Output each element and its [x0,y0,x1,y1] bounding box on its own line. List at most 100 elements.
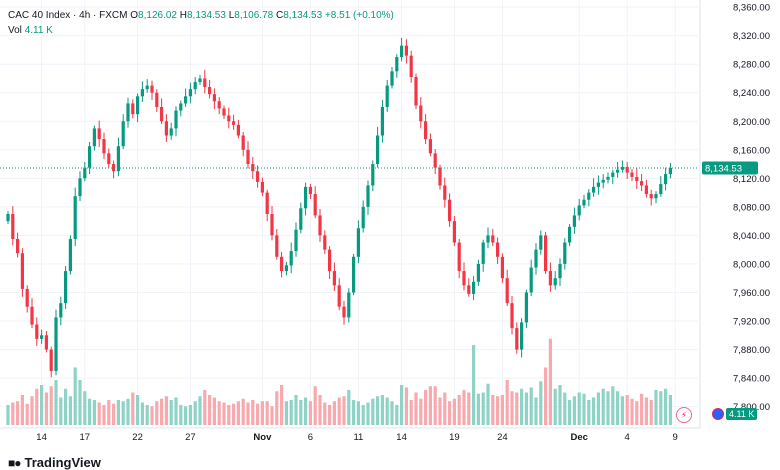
volume-bar [524,392,528,425]
vol-key[interactable]: Vol [8,25,22,36]
candle-body [64,271,68,304]
candle-body [620,166,624,170]
volume-bar [361,405,365,425]
candle-body [323,235,327,250]
candle-body [424,121,428,140]
candle-body [635,176,639,182]
lightning-icon[interactable]: ⚡ [676,407,692,423]
candle-body [472,281,476,294]
volume-bar [6,405,10,425]
open-key: O [130,10,139,21]
volume-bar [112,403,116,425]
volume-bar [616,391,620,425]
volume-bar [16,401,20,425]
price-tick-label: 8,320.00 [733,31,770,42]
candle-body [577,205,581,216]
volume-bar [534,397,538,425]
candle-body [6,214,10,222]
volume-indicator-icon [712,408,724,420]
volume-bar [179,405,183,425]
candle-body [308,186,312,195]
volume-bar [280,385,284,425]
volume-bar [145,405,149,425]
volume-bar [241,398,245,425]
volume-bar [203,390,207,425]
volume-bar [136,395,140,425]
price-tick-label: 7,960.00 [733,288,770,299]
time-axis[interactable]: 14 17 22 27 Nov 6 11 14 19 24 Dec 4 9 [36,432,678,443]
volume-bars [6,338,672,425]
candle-body [313,194,317,216]
volume-bar [457,395,461,425]
volume-bar [572,396,576,425]
volume-bar [539,381,543,425]
candle-body [582,199,586,206]
volume-bar [64,388,68,425]
tradingview-logo-icon: ■● [8,455,21,470]
volume-bar [92,400,96,425]
candle-body [587,192,591,200]
price-tick-label: 8,040.00 [733,231,770,242]
volume-bar [428,386,432,425]
volume-bar [486,383,490,425]
candle-body [150,85,154,93]
volume-bar [529,387,533,425]
volume-bar [500,395,504,425]
candle-body [318,215,322,236]
volume-bar [587,400,591,425]
candle-body [68,238,72,272]
volume-bar [198,396,202,425]
candle-body [328,249,332,272]
tradingview-logo[interactable]: ■● TradingView [8,455,101,470]
candle-body [505,278,509,304]
time-tick-label: 22 [132,432,143,443]
candle-body [107,153,111,165]
time-tick-label: Dec [570,432,587,443]
candle-body [400,45,404,58]
volume-bar [116,400,120,425]
symbol-title[interactable]: CAC 40 Index · 4h · FXCM [8,10,128,21]
candle-body [20,253,24,289]
candle-body [419,105,423,122]
time-tick-label: 6 [308,432,313,443]
time-tick-label: 17 [80,432,91,443]
volume-bar [625,395,629,425]
candle-body [548,271,552,286]
candle-body [203,78,207,88]
candle-body [640,181,644,186]
price-axis[interactable]: 8,360.00 8,320.00 8,280.00 8,240.00 8,200.00… [733,3,770,413]
candle-body [140,89,144,97]
candle-body [448,199,452,222]
ohlc-row: CAC 40 Index · 4h · FXCM O8,126.02 H8,13… [8,9,394,22]
volume-bar [188,405,192,425]
candle-body [443,185,447,200]
candle-body [414,77,418,106]
tradingview-logo-text: TradingView [24,455,101,470]
candle-body [73,196,77,239]
candle-body [476,263,480,282]
volume-bar [40,385,44,425]
volume-bar [433,386,437,425]
candle-body [116,146,120,172]
volume-bar [212,397,216,425]
candle-body [596,182,600,187]
candle-body [256,171,260,182]
volume-bar [160,398,164,425]
price-tick-label: 8,200.00 [733,117,770,128]
volume-bar [20,395,24,425]
candle-body [54,317,58,371]
time-tick-label: 19 [449,432,460,443]
volume-bar [11,402,15,425]
candle-body [544,235,548,272]
price-tick-label: 8,240.00 [733,88,770,99]
volume-bar [505,380,509,425]
volume-bar [78,380,82,425]
volume-bar [472,345,476,425]
low-value: 8,106.78 [234,10,274,21]
volume-bar [59,397,63,425]
candle-body [260,181,264,193]
candle-body [529,267,533,293]
volume-bar [558,385,562,425]
candle-body [16,238,20,254]
